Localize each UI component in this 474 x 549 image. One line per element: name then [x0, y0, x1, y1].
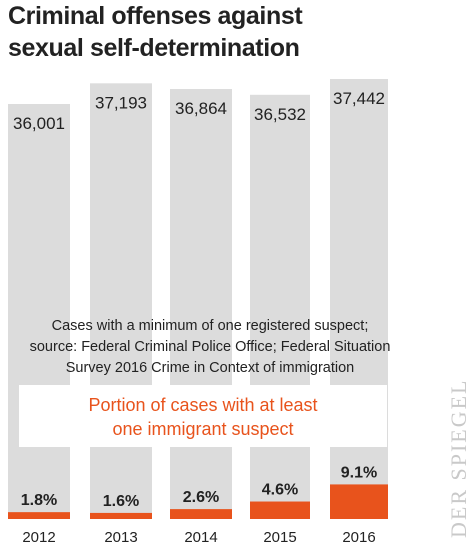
x-tick-2013: 2013 [104, 529, 137, 546]
share-label-2012: 1.8% [21, 492, 57, 509]
immigrant-bar-2015 [250, 501, 310, 519]
share-label-2016: 9.1% [341, 464, 377, 481]
total-label-2016: 37,442 [333, 89, 385, 108]
immigrant-bar-2013 [90, 512, 152, 519]
total-bar-2013 [90, 83, 152, 519]
share-label-2015: 4.6% [262, 482, 298, 499]
chart-note: Cases with a minimum of one registered s… [20, 316, 400, 379]
chart-note-line-3: Survey 2016 Crime in Context of immigrat… [65, 360, 355, 376]
x-tick-2016: 2016 [342, 529, 375, 546]
chart-title-line-1: Criminal offenses against [8, 2, 303, 30]
total-label-2012: 36,001 [13, 114, 65, 133]
chart-note-line-2: source: Federal Criminal Police Office; … [29, 339, 391, 355]
immigrant-bar-2012 [8, 512, 70, 519]
portion-label: Portion of cases with at least one immig… [19, 393, 387, 441]
x-tick-2015: 2015 [263, 529, 296, 546]
share-label-2013: 1.6% [103, 493, 139, 510]
share-label-2014: 2.6% [183, 489, 219, 506]
total-bar-2016 [330, 79, 388, 519]
x-tick-2014: 2014 [184, 529, 217, 546]
chart-note-line-1: Cases with a minimum of one registered s… [51, 318, 369, 334]
watermark-logo: DER SPIEGEL [446, 378, 471, 539]
total-bar-2015 [250, 94, 310, 519]
total-label-2014: 36,864 [175, 99, 227, 118]
chart-title: Criminal offenses against sexual self-de… [8, 0, 428, 64]
portion-label-band: Portion of cases with at least one immig… [19, 385, 387, 447]
x-tick-2012: 2012 [22, 529, 55, 546]
portion-label-line-2: one immigrant suspect [112, 419, 294, 439]
immigrant-bar-2014 [170, 509, 232, 519]
total-bar-2012 [8, 104, 70, 519]
total-bar-2014 [170, 89, 232, 519]
immigrant-bar-2016 [330, 484, 388, 519]
total-label-2013: 37,193 [95, 93, 147, 112]
total-label-2015: 36,532 [254, 105, 306, 124]
chart-title-line-2: sexual self-determination [8, 34, 300, 62]
portion-label-line-1: Portion of cases with at least [88, 395, 318, 415]
